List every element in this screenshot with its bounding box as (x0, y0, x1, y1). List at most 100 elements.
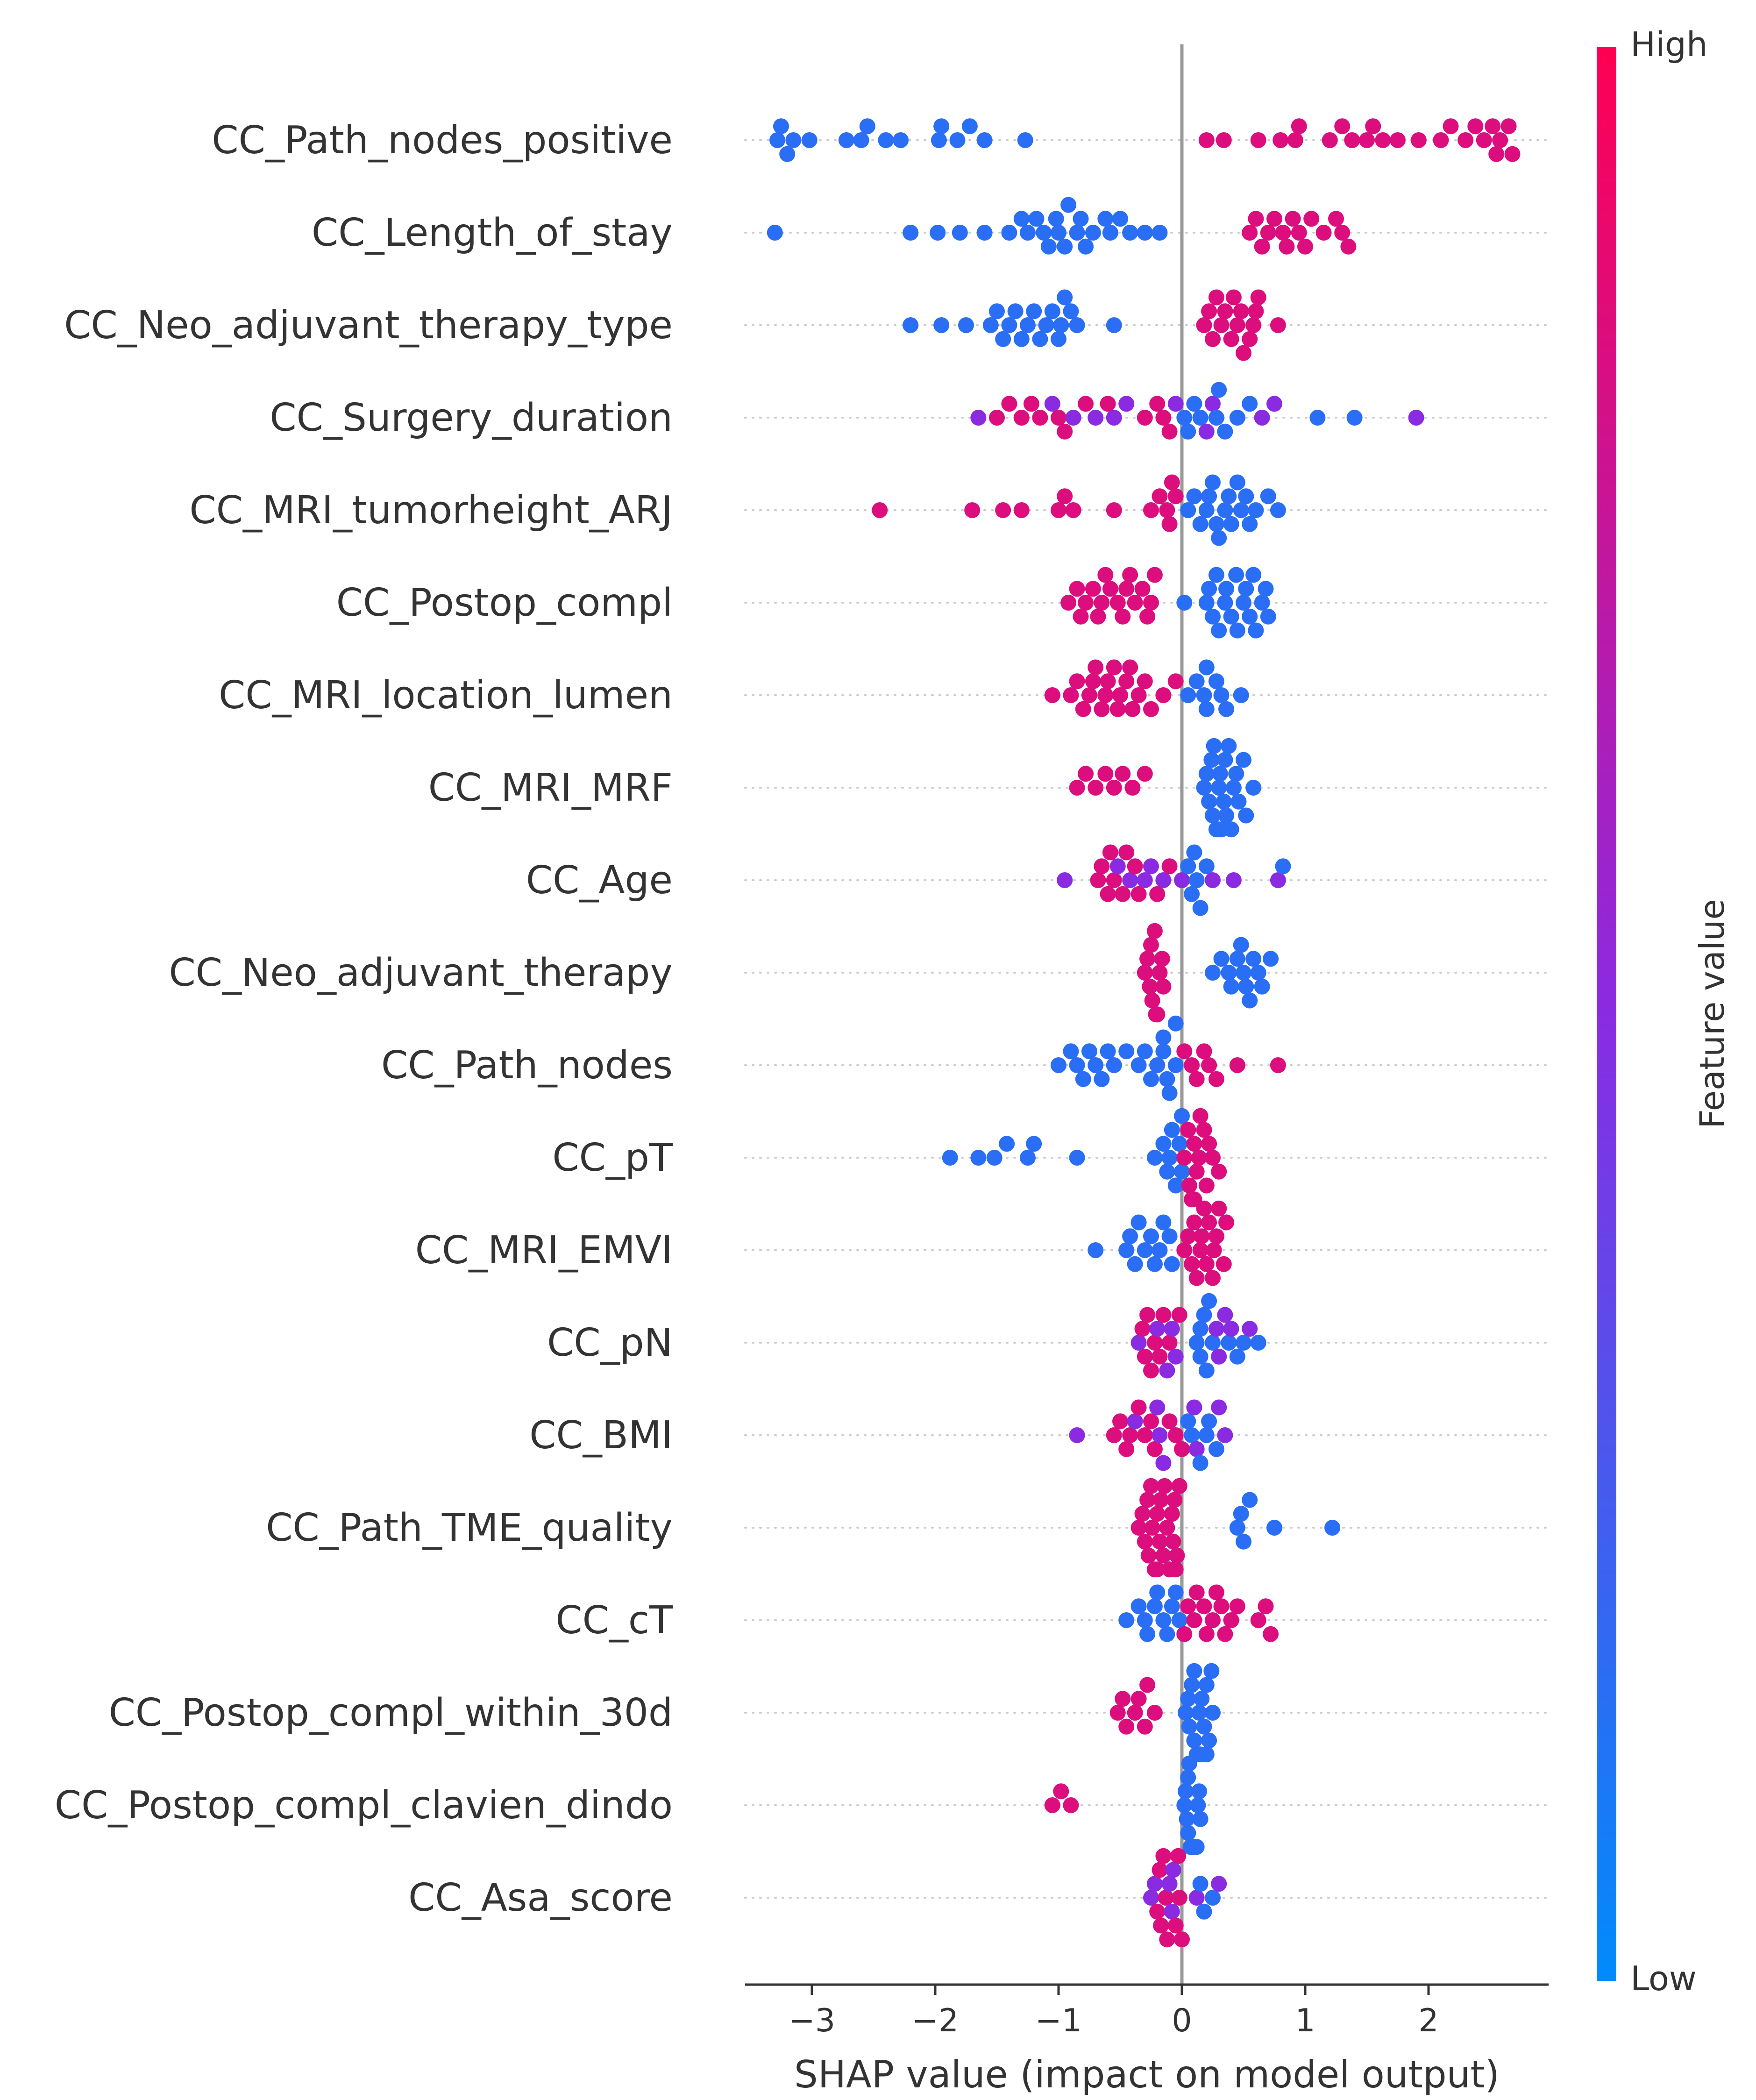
shap-point (1198, 858, 1215, 875)
shap-point (1094, 595, 1110, 611)
shap-point (1167, 1561, 1184, 1578)
shap-point (1134, 1321, 1151, 1337)
shap-point (1146, 923, 1163, 939)
shap-point (1149, 1584, 1166, 1601)
shap-point (1245, 780, 1262, 796)
shap-point (1485, 118, 1501, 135)
shap-point (1109, 595, 1126, 611)
shap-point (1097, 687, 1114, 703)
shap-point (1186, 1399, 1202, 1416)
shap-point (989, 303, 1005, 320)
shap-point (1223, 978, 1239, 995)
shap-point (1130, 1598, 1147, 1615)
feature-label: CC_Postop_compl (336, 581, 673, 625)
shap-point (1263, 1626, 1279, 1642)
shap-point (1051, 225, 1066, 241)
shap-point (1106, 410, 1122, 426)
shap-point (1153, 1492, 1169, 1508)
shap-point (1203, 1663, 1220, 1679)
shap-point (1130, 1399, 1147, 1416)
shap-point (1069, 317, 1085, 333)
shap-point (1078, 396, 1094, 412)
shap-point (1208, 1071, 1224, 1087)
shap-point (1181, 1177, 1197, 1194)
shap-point (1020, 1150, 1036, 1166)
shap-point (1155, 1307, 1172, 1323)
colorbar-low-label: Low (1630, 1959, 1697, 1998)
shap-point (1017, 132, 1033, 148)
shap-point (1137, 1718, 1153, 1735)
feature-label: CC_Neo_adjuvant_therapy (169, 951, 673, 995)
shap-point (1143, 1890, 1159, 1906)
shap-point (1127, 858, 1143, 875)
shap-point (1238, 581, 1254, 597)
shap-point (1186, 1214, 1202, 1231)
shap-point (1217, 595, 1233, 611)
shap-point (1208, 1441, 1224, 1457)
feature-label: CC_MRI_MRF (428, 766, 673, 810)
shap-point (1146, 1441, 1163, 1457)
shap-point (1184, 1256, 1200, 1272)
shap-point (1063, 1043, 1079, 1060)
shap-point (1229, 1520, 1245, 1536)
shap-point (1139, 1492, 1156, 1508)
shap-point (1118, 1718, 1135, 1735)
shap-point (1174, 1441, 1190, 1457)
shap-point (1188, 1071, 1205, 1087)
shap-point (1196, 317, 1212, 333)
shap-point (1044, 1797, 1060, 1813)
shap-point (1273, 132, 1289, 148)
shap-point (1287, 132, 1303, 148)
shap-point (1233, 1506, 1249, 1522)
shap-point (1192, 1321, 1209, 1337)
shap-point (1152, 1533, 1168, 1550)
shap-point (1137, 410, 1153, 426)
shap-point (1217, 303, 1233, 320)
shap-point (1208, 516, 1224, 532)
shap-point (1170, 1848, 1187, 1864)
shap-point (1191, 1783, 1207, 1800)
shap-point (1275, 225, 1291, 241)
shap-point (1149, 1399, 1166, 1416)
shap-point (1196, 1598, 1212, 1615)
shap-point (1211, 1876, 1227, 1892)
shap-point (1164, 1321, 1180, 1337)
shap-point (931, 132, 947, 148)
shap-point (1057, 872, 1073, 888)
feature-label: CC_Postop_compl_clavien_dindo (55, 1783, 673, 1828)
shap-point (1221, 488, 1237, 505)
shap-point (1106, 872, 1122, 888)
shap-point (1180, 858, 1196, 875)
shap-point (1130, 1335, 1147, 1351)
shap-point (1171, 1136, 1187, 1152)
shap-point (1152, 225, 1168, 241)
shap-point (1165, 1533, 1181, 1550)
shap-point (1205, 1612, 1221, 1628)
shap-point (1090, 608, 1106, 625)
shap-point (1100, 1043, 1116, 1060)
shap-point (1334, 225, 1351, 241)
shap-point (1198, 1362, 1215, 1379)
shap-point (1155, 410, 1172, 426)
shap-point (1167, 488, 1184, 505)
shap-point (1081, 1043, 1097, 1060)
shap-point (1217, 502, 1233, 518)
shap-point (1192, 516, 1209, 532)
shap-point (1073, 608, 1089, 625)
shap-point (1198, 1626, 1215, 1642)
shap-point (1223, 608, 1239, 625)
shap-point (1192, 1455, 1209, 1471)
shap-point (1143, 1362, 1159, 1379)
shap-point (1158, 1890, 1174, 1906)
shap-point (1097, 766, 1114, 782)
shap-point (1069, 581, 1085, 597)
shap-point (1137, 1043, 1153, 1060)
shap-point (1186, 1663, 1202, 1679)
feature-label: CC_MRI_tumorheight_ARJ (190, 488, 673, 533)
shap-point (1075, 1071, 1091, 1087)
shap-point (933, 118, 950, 135)
shap-point (1218, 701, 1235, 717)
shap-point (1208, 1584, 1224, 1601)
colorbar: High Low Feature value (1597, 25, 1732, 1998)
shap-point (1205, 608, 1221, 625)
